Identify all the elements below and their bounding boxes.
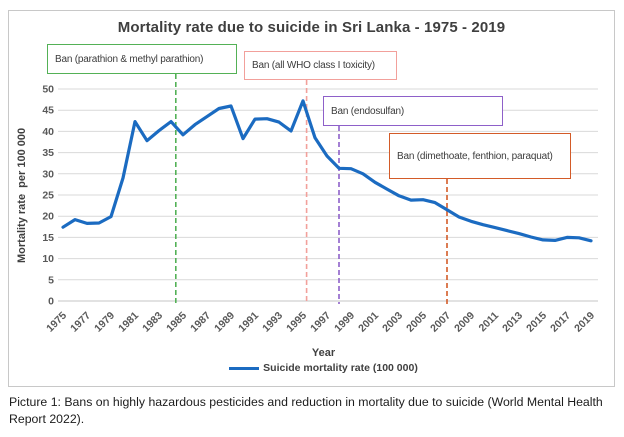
y-tick-label: 0 — [48, 296, 54, 308]
chart-frame: Mortality rate due to suicide in Sri Lan… — [8, 10, 615, 387]
y-tick-label: 40 — [42, 126, 54, 138]
y-tick-label: 35 — [42, 147, 54, 159]
x-axis-title: Year — [311, 347, 336, 359]
chart-title: Mortality rate due to suicide in Sri Lan… — [117, 19, 506, 36]
x-tick-label: 1979 — [92, 310, 117, 335]
x-tick-label: 1993 — [260, 310, 285, 335]
x-tick-label: 1997 — [308, 310, 333, 335]
x-tick-label: 2015 — [524, 310, 549, 335]
y-tick-label: 10 — [42, 253, 54, 265]
y-tick-label: 45 — [42, 105, 54, 117]
ban-annotation-endosulfan: Ban (endosulfan) — [323, 96, 503, 126]
legend-label: Suicide mortality rate (100 000) — [263, 362, 418, 374]
x-tick-label: 1989 — [212, 310, 237, 335]
ban-annotation-dimethoate: Ban (dimethoate, fenthion, paraquat) — [389, 133, 571, 179]
x-tick-label: 1995 — [284, 310, 309, 335]
x-tick-label: 2003 — [380, 310, 405, 335]
y-tick-label: 50 — [42, 84, 54, 96]
y-tick-label: 15 — [42, 232, 54, 244]
x-tick-label: 2019 — [572, 310, 597, 335]
x-tick-label: 1991 — [236, 310, 261, 335]
y-tick-label: 30 — [42, 168, 54, 180]
x-tick-label: 1975 — [44, 310, 69, 335]
x-tick-label: 2017 — [548, 310, 573, 335]
figure-caption: Picture 1: Bans on highly hazardous pest… — [9, 395, 603, 427]
x-tick-label: 1981 — [116, 310, 141, 335]
legend-line-marker-icon — [229, 366, 260, 370]
x-tick-label: 2007 — [428, 310, 453, 335]
chart-legend: Suicide mortality rate (100 000) — [21, 362, 624, 374]
x-tick-label: 1985 — [164, 310, 189, 335]
x-tick-label: 2011 — [477, 310, 502, 335]
x-tick-label: 1977 — [68, 310, 93, 335]
ban-annotation-who-class-1: Ban (all WHO class I toxicity) — [244, 51, 397, 80]
x-tick-label: 2009 — [452, 310, 477, 335]
y-tick-label: 20 — [42, 211, 54, 223]
x-tick-label: 2001 — [356, 310, 381, 335]
x-tick-label: 2013 — [500, 310, 525, 335]
y-tick-label: 5 — [48, 274, 54, 286]
suicide-rate-line — [61, 99, 593, 243]
x-tick-label: 1999 — [332, 310, 357, 335]
x-tick-label: 1987 — [188, 310, 213, 335]
y-tick-label: 25 — [42, 190, 54, 202]
ban-annotation-parathion: Ban (parathion & methyl parathion) — [47, 44, 237, 74]
line-chart-plot-area: 0 5 10 15 20 25 30 35 40 45 50 19751977197919811983… — [42, 74, 598, 335]
x-tick-label: 2005 — [404, 310, 429, 335]
x-tick-label: 1983 — [140, 310, 165, 335]
